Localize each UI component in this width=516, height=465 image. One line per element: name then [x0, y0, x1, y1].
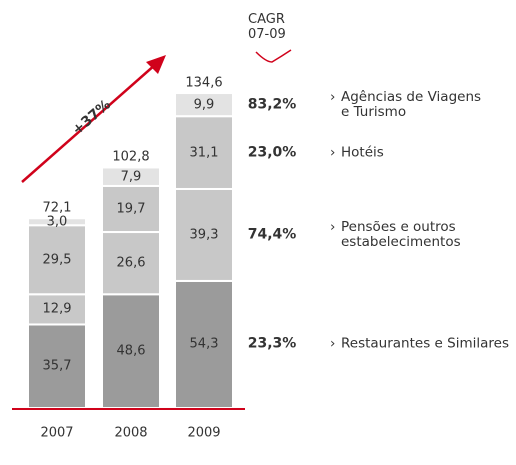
cagr-check — [255, 49, 292, 63]
x-tick-label: 2007 — [40, 425, 74, 441]
value-label: 9,9 — [193, 97, 215, 113]
value-label: 3,0 — [46, 214, 68, 230]
bar-segment — [174, 92, 234, 118]
legend-entry: Pensões e outros estabelecimentos › — [330, 218, 461, 250]
cagr-label: 23,0% — [247, 144, 297, 161]
total-label: 134,6 — [185, 75, 223, 91]
x-tick-label: 2009 — [187, 425, 221, 441]
growth-arrowhead — [146, 55, 166, 74]
legend-entry: Agências de Viagens e Turismo › — [330, 88, 482, 120]
value-label: 19,7 — [116, 201, 146, 217]
legend-marker: › — [330, 335, 336, 352]
bar-segment — [27, 217, 87, 227]
legend-marker: › — [330, 218, 336, 235]
cagr-title: CAGR 07-09 — [248, 12, 286, 42]
value-label: 7,9 — [120, 169, 142, 185]
growth-arrow — [21, 63, 157, 183]
legend-entry: Restaurantes e Similares › — [330, 335, 509, 352]
cagr-label: 83,2% — [247, 96, 297, 113]
value-label: 39,3 — [189, 227, 219, 243]
cagr-label: 74,4% — [247, 226, 297, 243]
legend-entry: Hotéis › — [330, 144, 384, 161]
total-label: 72,1 — [42, 200, 72, 216]
total-label: 102,8 — [112, 149, 150, 165]
legend-marker: › — [330, 144, 336, 161]
value-label: 54,3 — [189, 336, 219, 352]
cagr-label: 23,3% — [247, 335, 297, 352]
bar-segment — [101, 166, 161, 187]
value-label: 35,7 — [42, 358, 72, 374]
x-tick-label: 2008 — [114, 425, 148, 441]
value-label: 26,6 — [116, 255, 146, 271]
legend-marker: › — [330, 88, 336, 105]
bar-segment — [101, 293, 161, 409]
bar-segment — [174, 115, 234, 190]
bar-segment — [101, 184, 161, 234]
value-label: 29,5 — [42, 252, 72, 268]
bar-segment — [27, 293, 87, 326]
value-label: 31,1 — [189, 145, 219, 161]
value-label: 12,9 — [42, 301, 72, 317]
bar-segment — [27, 323, 87, 410]
value-label: 48,6 — [116, 343, 146, 359]
